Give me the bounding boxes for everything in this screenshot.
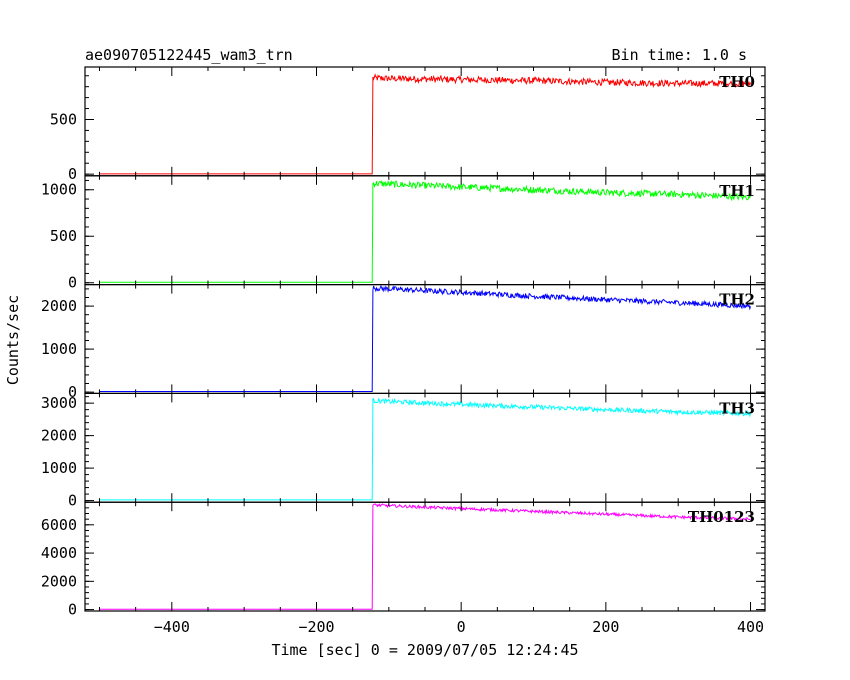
bin-time-label: Bin time: 1.0 s xyxy=(612,46,747,64)
chart-title: ae090705122445_wam3_trn xyxy=(85,46,293,64)
series-label-th3: TH3 xyxy=(719,399,755,417)
x-tick-label: −400 xyxy=(154,618,190,636)
series-label-th1: TH1 xyxy=(719,182,755,200)
y-tick-label: 500 xyxy=(50,110,77,128)
panel-th1: 0 500 1000 TH1 xyxy=(41,175,766,292)
x-tick-label: 400 xyxy=(737,618,764,636)
panel-frame xyxy=(84,392,766,503)
panel-frame xyxy=(84,175,766,286)
panel-frame xyxy=(84,501,766,612)
y-axis-label: Counts/sec xyxy=(4,295,22,385)
series-label-th0: TH0 xyxy=(719,73,755,91)
series-line-th2 xyxy=(99,284,751,392)
series-line-th0 xyxy=(99,73,751,175)
panel-th0123: 0 2000 4000 6000 TH0123 xyxy=(41,501,766,619)
y-tick-label: 1000 xyxy=(41,459,77,477)
y-tick-label: 3000 xyxy=(41,394,77,412)
x-axis-label: Time [sec] 0 = 2009/07/05 12:24:45 xyxy=(271,641,578,659)
y-tick-label: 0 xyxy=(68,601,77,619)
x-tick-label: 200 xyxy=(592,618,619,636)
panel-th3: 0 1000 2000 3000 TH3 xyxy=(41,392,766,510)
y-tick-label: 6000 xyxy=(41,516,77,534)
y-tick-label: 4000 xyxy=(41,544,77,562)
panel-th2: 0 1000 2000 TH2 xyxy=(41,284,766,401)
y-tick-label: 500 xyxy=(50,227,77,245)
y-tick-label: 2000 xyxy=(41,427,77,445)
y-tick-label: 1000 xyxy=(41,340,77,358)
series-line-th0123 xyxy=(99,503,751,610)
panel-th0: 0 500 TH0 xyxy=(50,66,766,183)
y-tick-label: 2000 xyxy=(41,297,77,315)
series-line-th1 xyxy=(99,179,751,283)
y-tick-label: 1000 xyxy=(41,181,77,199)
y-tick-label: 0 xyxy=(68,383,77,401)
series-line-th3 xyxy=(99,397,751,501)
y-tick-label: 2000 xyxy=(41,572,77,590)
series-label-th0123: TH0123 xyxy=(688,508,755,526)
x-tick-label: 0 xyxy=(457,618,466,636)
y-tick-label: 0 xyxy=(68,165,77,183)
y-tick-label: 0 xyxy=(68,492,77,510)
x-tick-label: −200 xyxy=(298,618,334,636)
panel-frame xyxy=(84,284,766,395)
y-tick-label: 0 xyxy=(68,274,77,292)
series-label-th2: TH2 xyxy=(719,291,755,309)
